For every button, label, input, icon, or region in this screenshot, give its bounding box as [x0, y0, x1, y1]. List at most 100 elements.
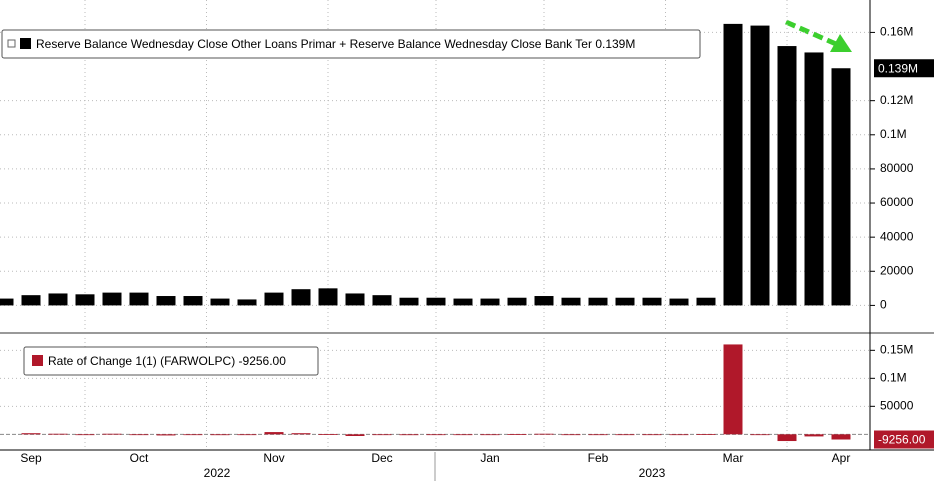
bar: [237, 299, 257, 306]
legend-series-name: Reserve Balance Wednesday Close Other Lo…: [36, 37, 592, 51]
bar: [102, 433, 122, 435]
bar: [426, 434, 446, 436]
x-tick-label: Feb: [588, 451, 609, 465]
bar: [804, 52, 824, 306]
last-value-tag: [874, 430, 934, 449]
x-tick-label: Sep: [20, 451, 42, 465]
y-tick-label: 80000: [880, 161, 914, 175]
bar: [453, 434, 473, 436]
bar: [777, 46, 797, 306]
legend-toggle: [7, 39, 16, 48]
last-value-label: 0.139M: [878, 61, 918, 75]
bar: [372, 434, 392, 436]
legend-label: Rate of Change 1(1) (FARWOLPC) -9256.00: [48, 354, 286, 368]
legend-label: Reserve Balance Wednesday Close Other Lo…: [36, 37, 635, 51]
bar: [507, 297, 527, 306]
bar: [183, 296, 203, 306]
bar: [534, 433, 554, 435]
bar: [318, 288, 338, 306]
bar: [615, 434, 635, 436]
bar: [291, 289, 311, 306]
bar: [831, 434, 851, 440]
bar: [129, 292, 149, 306]
y-tick-label: 0: [880, 298, 887, 312]
y-tick-label: 0.12M: [880, 93, 913, 107]
y-tick-label: 60000: [880, 195, 914, 209]
bar: [399, 297, 419, 306]
bar: [237, 434, 257, 436]
legend-last-value: -9256.00: [239, 354, 287, 368]
bar: [588, 297, 608, 306]
bar: [399, 434, 419, 436]
bar: [291, 433, 311, 435]
bar: [21, 433, 41, 435]
annotation-arrow: [784, 19, 852, 52]
y-tick-label: 50000: [880, 398, 914, 412]
bar: [48, 293, 68, 306]
x-tick-label: Apr: [832, 451, 851, 465]
y-tick-label: 20000: [880, 263, 914, 277]
x-tick-label: Dec: [371, 451, 392, 465]
year-label: 2023: [639, 466, 666, 480]
bar: [507, 434, 527, 435]
bar: [480, 434, 500, 436]
bar: [210, 434, 230, 436]
bar: [129, 434, 149, 436]
bar: [804, 434, 824, 437]
bar: [534, 296, 554, 306]
bar: [669, 298, 689, 306]
bar: [723, 344, 743, 435]
year-label: 2022: [204, 466, 231, 480]
bar: [750, 25, 770, 306]
legend-box: [1, 29, 701, 59]
bar: [318, 434, 338, 435]
bar: [372, 295, 392, 306]
bar: [831, 68, 851, 306]
y-tick-label: 0.15M: [880, 342, 913, 356]
bar: [696, 434, 716, 435]
legend-series-name: Rate of Change 1(1) (FARWOLPC): [48, 354, 235, 368]
bar: [264, 292, 284, 306]
bar: [48, 433, 68, 435]
bar: [750, 434, 770, 436]
bar: [642, 434, 662, 436]
legend-swatch: [20, 38, 31, 49]
bar: [345, 434, 365, 436]
bar: [777, 434, 797, 442]
bar: [210, 298, 230, 306]
legend-box: [23, 346, 319, 376]
y-tick-label: 0.1M: [880, 127, 907, 141]
bar: [75, 434, 95, 436]
legend-swatch: [32, 355, 43, 366]
bar: [21, 295, 41, 306]
bar: [669, 434, 689, 436]
bar: [453, 298, 473, 306]
bar: [480, 298, 500, 306]
x-tick-label: Mar: [723, 451, 744, 465]
bar: [102, 292, 122, 306]
bar: [561, 434, 581, 436]
bar: [0, 298, 14, 306]
bar: [696, 297, 716, 306]
bar: [156, 434, 176, 436]
bar: [723, 23, 743, 306]
x-tick-label: Oct: [130, 451, 149, 465]
bar: [642, 297, 662, 306]
bar: [561, 297, 581, 306]
y-tick-label: 40000: [880, 229, 914, 243]
legend-last-value: 0.139M: [595, 37, 635, 51]
x-tick-label: Nov: [263, 451, 284, 465]
last-value-tag: [874, 59, 934, 78]
bar: [156, 296, 176, 306]
bar: [345, 293, 365, 306]
bar: [426, 297, 446, 306]
bar: [75, 294, 95, 306]
last-value-label: -9256.00: [878, 433, 926, 447]
y-tick-label: 0.1M: [880, 370, 907, 384]
y-tick-label: 0.16M: [880, 25, 913, 39]
bar: [588, 434, 608, 436]
bar: [264, 432, 284, 435]
bar: [183, 434, 203, 436]
bar: [615, 297, 635, 306]
